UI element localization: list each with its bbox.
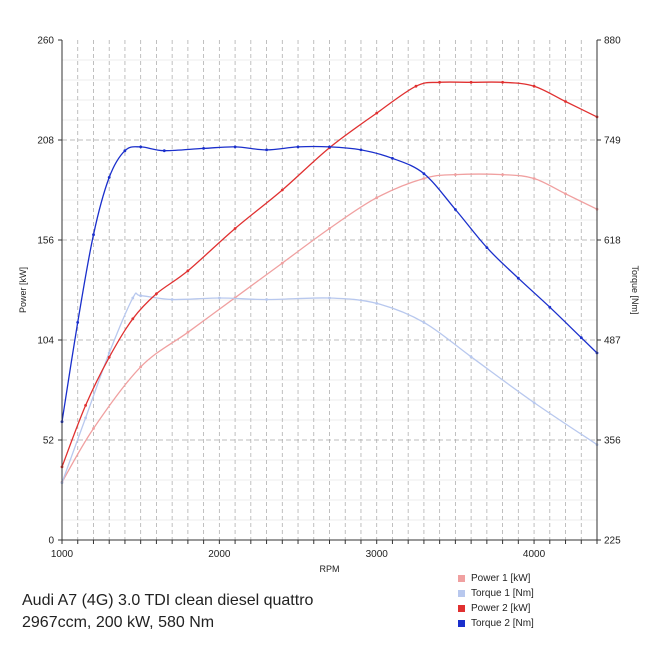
plot-area (62, 40, 597, 540)
legend-item-power-1: Power 1 [kW] (458, 571, 534, 586)
series-point-torque-2 (107, 176, 111, 179)
series-point-torque-2 (328, 145, 331, 149)
series-point-power-2 (532, 84, 536, 88)
series-point-torque-1 (469, 355, 473, 359)
tick-label-left: 156 (37, 236, 54, 247)
series-point-torque-2 (454, 208, 457, 211)
legend-swatch-power-1 (458, 575, 465, 582)
x-axis-title: RPM (320, 564, 340, 574)
series-point-power-1 (280, 261, 284, 265)
series-point-power-2 (186, 269, 190, 273)
series-point-power-1 (328, 227, 331, 230)
series-point-torque-2 (579, 336, 583, 340)
series-point-power-2 (155, 292, 158, 296)
series-point-torque-2 (391, 156, 394, 160)
series-point-torque-2 (485, 246, 489, 250)
series-point-power-2 (84, 404, 87, 407)
tick-label-left: 208 (37, 136, 54, 147)
grid (62, 40, 597, 540)
series-point-torque-2 (296, 145, 300, 149)
tick-label-bottom: 2000 (208, 549, 231, 560)
legend-item-torque-2: Torque 2 [Nm] (458, 616, 534, 631)
tick-label-right: 225 (604, 536, 621, 547)
series-point-torque-2 (516, 276, 520, 280)
series-point-power-2 (233, 227, 237, 230)
series-point-power-1 (375, 196, 379, 200)
series-point-torque-2 (162, 149, 166, 153)
legend-swatch-torque-2 (458, 620, 465, 627)
tick-label-left: 260 (37, 36, 54, 47)
series-point-power-2 (107, 355, 111, 359)
legend-label-torque-2: Torque 2 [Nm] (471, 618, 534, 629)
series-point-power-2 (280, 188, 284, 192)
series-point-torque-1 (218, 296, 221, 300)
series-point-torque-2 (123, 149, 127, 153)
series-point-power-1 (92, 427, 95, 430)
series-point-torque-1 (375, 302, 379, 305)
tick-label-right: 487 (604, 336, 621, 347)
series-point-torque-1 (84, 416, 87, 420)
tick-label-right: 880 (604, 36, 621, 47)
series-lines (60, 80, 599, 485)
y-axis-title-left: Power [kW] (18, 267, 28, 313)
series-point-power-1 (501, 173, 504, 177)
legend-item-torque-1: Torque 1 [Nm] (458, 586, 534, 601)
series-point-torque-1 (532, 401, 536, 404)
series-point-torque-1 (422, 321, 426, 324)
series-point-power-1 (532, 177, 536, 180)
legend-swatch-torque-1 (458, 590, 465, 597)
legend-swatch-power-2 (458, 605, 465, 612)
tick-label-left: 0 (48, 536, 54, 547)
series-point-torque-1 (107, 351, 111, 355)
series-point-torque-1 (265, 298, 268, 301)
series-point-torque-1 (328, 296, 331, 300)
series-point-power-1 (186, 330, 190, 334)
series-point-torque-2 (92, 233, 95, 237)
series-point-torque-2 (265, 148, 268, 152)
tick-label-bottom: 1000 (51, 549, 74, 560)
series-point-torque-2 (233, 145, 237, 149)
series-point-torque-2 (139, 145, 143, 149)
series-point-torque-2 (76, 321, 80, 324)
series-point-power-2 (469, 80, 473, 84)
tick-label-right: 749 (604, 136, 621, 147)
tick-label-bottom: 4000 (523, 549, 546, 560)
series-point-power-2 (501, 80, 504, 84)
tick-label-right: 356 (604, 436, 621, 447)
tick-label-left: 104 (37, 336, 54, 347)
caption-specs: 2967ccm, 200 kW, 580 Nm (22, 614, 215, 631)
series-point-power-2 (375, 111, 379, 115)
series-point-power-1 (564, 192, 567, 196)
series-point-torque-1 (170, 298, 174, 301)
series-point-power-1 (454, 173, 457, 177)
tick-label-right: 618 (604, 236, 621, 247)
series-point-power-2 (414, 84, 418, 88)
caption-title: Audi A7 (4G) 3.0 TDI clean diesel quattr… (22, 592, 314, 609)
legend-label-power-1: Power 1 [kW] (471, 573, 531, 584)
legend-label-torque-1: Torque 1 [Nm] (471, 588, 534, 599)
series-point-torque-2 (548, 305, 552, 309)
tick-label-left: 52 (43, 436, 55, 447)
series-point-torque-1 (131, 296, 135, 300)
series-point-torque-2 (422, 172, 426, 176)
series-point-torque-1 (139, 294, 143, 298)
legend-item-power-2: Power 2 [kW] (458, 601, 534, 616)
series-point-power-2 (438, 80, 441, 84)
legend: Power 1 [kW] Torque 1 [Nm] Power 2 [kW] … (458, 571, 534, 631)
series-point-torque-2 (359, 148, 363, 152)
series-point-power-2 (131, 317, 135, 321)
series-point-power-1 (139, 365, 143, 369)
y-axis-title-right: Torque [Nm] (630, 265, 640, 314)
tick-label-bottom: 3000 (366, 549, 389, 560)
legend-label-power-2: Power 2 [kW] (471, 603, 531, 614)
axes: 0 52 104 156 208 260 225 356 487 618 749 880 1000 200… (18, 36, 640, 575)
series-point-power-1 (422, 177, 426, 180)
series-point-power-2 (564, 100, 567, 103)
series-point-torque-2 (202, 147, 206, 150)
